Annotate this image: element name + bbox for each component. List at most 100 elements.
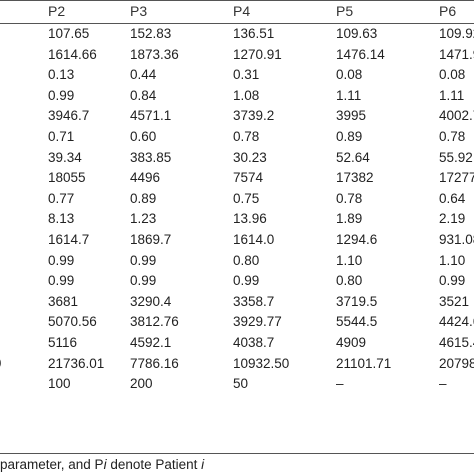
- table-cell: 1.08: [233, 86, 336, 107]
- table-row: 0.77 0.89 0.75 0.78 0.64: [0, 189, 474, 210]
- table-cell: 1.23: [130, 209, 233, 230]
- table-cell: 109.63: [336, 24, 439, 45]
- table-cell: [0, 271, 42, 292]
- table-row: 5070.56 3812.76 3929.77 5544.5 4424.6: [0, 312, 474, 333]
- cell-value: 1614.0: [233, 231, 275, 247]
- table-cell: 3681: [42, 292, 130, 313]
- table-cell: 1.10: [439, 251, 474, 272]
- table-row: 0.99 0.99 0.99 0.80 0.99: [0, 271, 474, 292]
- table-row: 3946.7 4571.1 3739.2 3995 4002.7: [0, 106, 474, 127]
- cell-value: 5116: [48, 334, 78, 350]
- table-cell: 18055: [42, 168, 130, 189]
- table-top-rule: [0, 0, 474, 1]
- table-cell: [0, 106, 42, 127]
- table-cell: 17277: [439, 168, 474, 189]
- cell-value: –: [336, 376, 344, 392]
- table-cell: 0.99: [130, 271, 233, 292]
- table-cell: 1476.14: [336, 45, 439, 66]
- data-table: P2 P3 P4 P5 P6 107.65 152.83 136.51 109.63 109.9…: [0, 0, 474, 395]
- table-cell: 50: [233, 374, 336, 395]
- table-cell: [0, 24, 42, 45]
- cell-value: 0.31: [233, 67, 260, 83]
- cell-value: 9: [0, 356, 2, 371]
- cell-value: 3681: [48, 293, 79, 309]
- table-cell: [0, 148, 42, 169]
- table-row: 1614.7 1869.7 1614.0 1294.6 931.08: [0, 230, 474, 251]
- table-cell: 7786.16: [130, 354, 233, 375]
- cell-value: 0.08: [439, 67, 466, 83]
- cell-value: 0.64: [439, 190, 466, 206]
- cell-value: 1.11: [336, 87, 362, 103]
- table-cell: [0, 45, 42, 66]
- cell-value: 5070.56: [48, 314, 97, 330]
- cell-value: 109.92: [439, 26, 474, 41]
- table-cell: 3995: [336, 106, 439, 127]
- footnote-middle: denote Patient: [106, 457, 202, 472]
- cell-value: 1614.66: [48, 46, 97, 62]
- cell-value: 8.13: [48, 211, 75, 227]
- cell-value: 7786.16: [130, 355, 179, 371]
- cell-value: 1.10: [439, 252, 466, 268]
- cell-value: 4592.1: [130, 334, 172, 350]
- cell-value: 0.84: [130, 87, 157, 103]
- table-cell: [0, 374, 42, 395]
- table-cell: 0.08: [439, 65, 474, 86]
- table-cell: 3719.5: [336, 292, 439, 313]
- cell-value: 3521: [439, 293, 470, 309]
- footnote-italic-i-end: i: [201, 457, 205, 472]
- table-cell: 0.08: [336, 65, 439, 86]
- cell-value: 1.11: [439, 87, 465, 103]
- table-cell: 4002.7: [439, 106, 474, 127]
- table-cell: 13.96: [233, 209, 336, 230]
- cell-value: 3995: [336, 108, 367, 124]
- table-cell: 0.64: [439, 189, 474, 210]
- cell-value: 0.78: [439, 128, 466, 144]
- table-row: 18055 4496 7574 17382 17277: [0, 168, 474, 189]
- cell-value: 5544.5: [336, 314, 378, 330]
- cell-value: 50: [233, 376, 249, 392]
- table-cell: [0, 86, 42, 107]
- cell-value: 1869.7: [130, 231, 172, 247]
- table-cell: 0.80: [233, 251, 336, 272]
- table-cell: 52.64: [336, 148, 439, 169]
- table-cell: 4424.6: [439, 312, 474, 333]
- table-cell: 1294.6: [336, 230, 439, 251]
- table-cell: 3521: [439, 292, 474, 313]
- table-cell: 107.65: [42, 24, 130, 45]
- table-cell: 0.44: [130, 65, 233, 86]
- table-cell: [0, 251, 42, 272]
- table-cell: 0.31: [233, 65, 336, 86]
- table-cell: 0.84: [130, 86, 233, 107]
- cell-value: 1873.36: [130, 46, 179, 62]
- table-cell: 39.34: [42, 148, 130, 169]
- table-row: 100 200 50 – –: [0, 374, 474, 395]
- cell-value: 0.99: [233, 273, 260, 289]
- table-cell: 2.19: [439, 209, 474, 230]
- table-row: 1614.66 1873.36 1270.91 1476.14 1471.9: [0, 45, 474, 66]
- cell-value: 3946.7: [48, 108, 90, 124]
- cell-value: 39.34: [48, 149, 82, 165]
- cell-value: 55.92: [439, 149, 473, 165]
- header-cell-p6: P6: [439, 3, 457, 19]
- header-cell-p2: P2: [48, 3, 66, 19]
- table-cell: 55.92: [439, 148, 474, 169]
- cell-value: 107.65: [48, 26, 90, 41]
- table-cell: 1.89: [336, 209, 439, 230]
- cell-value: 30.23: [233, 149, 267, 165]
- cell-value: 0.99: [130, 273, 157, 289]
- table-cell: 0.99: [42, 251, 130, 272]
- table-cell: 4038.7: [233, 333, 336, 354]
- table-row: 107.65 152.83 136.51 109.63 109.92: [0, 24, 474, 45]
- cell-value: 13.96: [233, 211, 267, 227]
- header-cell-blank: [0, 0, 42, 24]
- cell-value: 4038.7: [233, 334, 275, 350]
- table-cell: 0.99: [42, 86, 130, 107]
- table-cell: [0, 209, 42, 230]
- table-cell: 0.13: [42, 65, 130, 86]
- table-cell: 21101.71: [336, 354, 439, 375]
- table-cell: 1614.66: [42, 45, 130, 66]
- table-cell: 0.89: [130, 189, 233, 210]
- cell-value: 3719.5: [336, 293, 378, 309]
- cell-value: 0.99: [130, 252, 157, 268]
